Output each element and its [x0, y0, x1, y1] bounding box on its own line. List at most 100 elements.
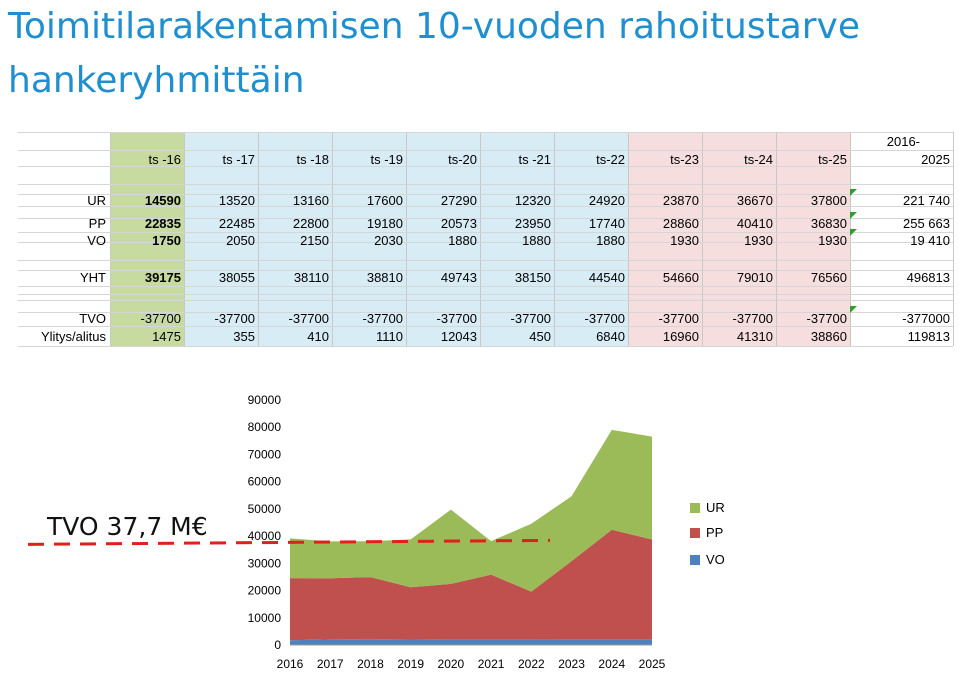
- column-divider: [702, 132, 703, 346]
- column-header: ts -21: [518, 152, 551, 167]
- column-divider: [480, 132, 481, 346]
- table-cell: 20573: [440, 216, 477, 231]
- row-divider: [18, 286, 953, 287]
- y-tick-label: 80000: [248, 420, 282, 434]
- table-cell: 410: [307, 329, 329, 344]
- table-cell: 22485: [218, 216, 255, 231]
- row-divider: [18, 326, 953, 327]
- table-cell: 38860: [810, 329, 847, 344]
- tvo-annotation: TVO 37,7 M€: [47, 512, 208, 541]
- y-tick-label: 50000: [248, 502, 282, 516]
- table-cell: 1750: [152, 233, 181, 248]
- y-tick-label: 90000: [248, 393, 282, 407]
- table-cell: -37700: [806, 311, 847, 326]
- column-header: ts-24: [744, 152, 773, 167]
- row-label: TVO: [79, 311, 106, 326]
- row-divider: [18, 312, 953, 313]
- table-cell: 40410: [736, 216, 773, 231]
- column-header: ts -18: [296, 152, 329, 167]
- table-cell: -37700: [584, 311, 625, 326]
- column-divider: [628, 132, 629, 346]
- total-cell: 496813: [906, 270, 950, 285]
- y-tick-label: 60000: [248, 475, 282, 489]
- column-divider: [776, 132, 777, 346]
- table-cell: 2050: [226, 233, 255, 248]
- column-header: ts -17: [222, 152, 255, 167]
- x-tick-label: 2016: [277, 657, 304, 671]
- table-cell: 17600: [366, 193, 403, 208]
- row-divider: [18, 300, 953, 301]
- table-cell: 38810: [366, 270, 403, 285]
- table-cell: 6840: [596, 329, 625, 344]
- y-tick-label: 0: [274, 638, 281, 652]
- row-divider: [18, 294, 953, 295]
- table-cell: 49743: [440, 270, 477, 285]
- row-divider: [18, 184, 953, 185]
- table-cell: 13160: [292, 193, 329, 208]
- table-cell: 1475: [152, 329, 181, 344]
- table-cell: -37700: [214, 311, 255, 326]
- row-divider: [18, 206, 953, 207]
- x-tick-label: 2020: [438, 657, 465, 671]
- table-cell: 1880: [596, 233, 625, 248]
- table-cell: 24920: [588, 193, 625, 208]
- legend-swatch-vo: [690, 555, 700, 565]
- x-tick-label: 2017: [317, 657, 344, 671]
- table-cell: 23870: [662, 193, 699, 208]
- row-divider: [18, 218, 953, 219]
- row-divider: [18, 260, 953, 261]
- row-divider: [18, 132, 953, 133]
- table-cell: -37700: [288, 311, 329, 326]
- table-cell: 13520: [218, 193, 255, 208]
- table-cell: 27290: [440, 193, 477, 208]
- x-tick-label: 2021: [478, 657, 505, 671]
- x-tick-label: 2019: [397, 657, 424, 671]
- column-divider: [953, 132, 954, 346]
- total-header: 2016-: [886, 134, 920, 149]
- row-label: Ylitys/alitus: [40, 329, 106, 344]
- table-cell: 12320: [514, 193, 551, 208]
- total-cell: 119813: [907, 329, 950, 344]
- column-header: ts-22: [596, 152, 625, 167]
- column-divider: [258, 132, 259, 346]
- row-divider: [18, 270, 953, 271]
- table-cell: -37700: [658, 311, 699, 326]
- column-header: ts-25: [818, 152, 847, 167]
- x-tick-label: 2025: [639, 657, 666, 671]
- x-tick-label: 2022: [518, 657, 545, 671]
- table-cell: 38055: [218, 270, 255, 285]
- table-cell: 12043: [440, 329, 477, 344]
- legend-label: UR: [706, 500, 725, 515]
- x-tick-label: 2023: [558, 657, 585, 671]
- y-tick-label: 40000: [248, 529, 282, 543]
- column-divider: [850, 132, 851, 346]
- table-cell: 28860: [662, 216, 699, 231]
- table-cell: 17740: [588, 216, 625, 231]
- area-series-ur: [290, 429, 652, 592]
- col-highlight-pink: [628, 132, 850, 346]
- table-cell: 1930: [670, 233, 699, 248]
- table-cell: 41310: [736, 329, 773, 344]
- y-tick-label: 30000: [248, 556, 282, 570]
- legend-swatch-ur: [690, 503, 700, 513]
- row-label: VO: [87, 233, 106, 248]
- column-divider: [110, 132, 111, 346]
- cell-comment-marker: [850, 306, 857, 313]
- row-divider: [18, 166, 953, 167]
- column-divider: [406, 132, 407, 346]
- total-cell: -377000: [902, 311, 950, 326]
- table-cell: 37800: [810, 193, 847, 208]
- table-cell: 2030: [374, 233, 403, 248]
- table-cell: -37700: [140, 311, 181, 326]
- table-cell: 38150: [514, 270, 551, 285]
- table-cell: 1110: [376, 329, 403, 344]
- total-header: 2025: [921, 152, 950, 167]
- column-divider: [332, 132, 333, 346]
- table-cell: 16960: [662, 329, 699, 344]
- tvo-reference-line: [27, 538, 551, 546]
- table-cell: 1930: [818, 233, 847, 248]
- cell-comment-marker: [850, 229, 857, 236]
- column-divider: [184, 132, 185, 346]
- row-divider: [18, 242, 953, 243]
- legend-label: VO: [706, 552, 725, 567]
